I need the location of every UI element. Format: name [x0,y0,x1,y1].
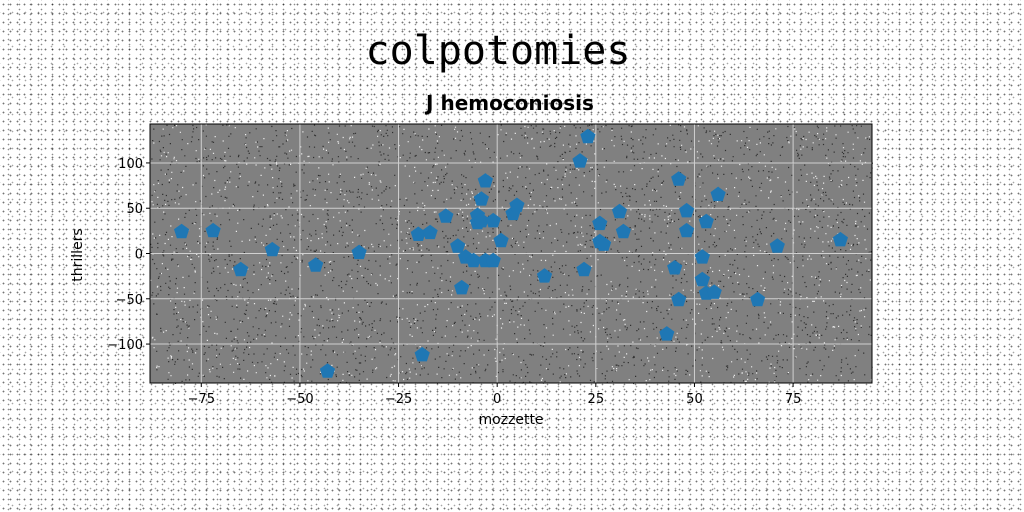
data-point [438,208,454,223]
data-point [750,291,766,307]
y-tick-label: 100 [118,157,143,172]
data-point [694,249,710,264]
data-point [351,244,367,260]
x-tick-label: 75 [785,392,802,407]
data-point [659,326,675,341]
data-point [454,279,470,295]
data-point [832,231,848,247]
data-point [485,212,501,228]
data-point [450,238,466,253]
x-tick-label: −50 [286,392,313,407]
data-point [465,252,482,268]
y-tick-label: −100 [107,338,143,353]
data-point [174,223,190,239]
y-tick-label: 50 [126,202,143,217]
data-point [611,203,628,219]
data-point [414,346,430,362]
data-point [710,186,726,202]
data-point [706,284,722,299]
data-point [615,223,632,239]
plot-area [149,123,874,385]
x-tick-label: 50 [686,392,703,407]
data-point [319,363,336,378]
x-tick-label: 0 [493,392,501,407]
data-point [769,238,785,253]
chart-suptitle: colpotomies [366,28,631,74]
data-point [485,252,501,268]
data-point [698,213,714,229]
y-axis: −100 −50 0 50 100 [107,157,150,353]
data-point [536,268,553,283]
data-point [477,173,493,188]
x-tick-label: −25 [385,392,412,407]
data-point [679,202,695,218]
data-point [509,197,525,212]
data-point [473,212,489,228]
data-point [473,191,489,206]
x-axis: −75 −50 −25 0 25 50 75 [188,383,802,407]
y-axis-label: thrillers [70,228,86,281]
x-tick-label: 25 [588,392,605,407]
data-point [596,236,612,251]
data-point [422,224,438,240]
data-point [493,232,509,248]
data-point [410,226,426,241]
data-point [233,261,249,277]
data-point [580,128,596,144]
data-point [667,260,683,275]
chart-title: J hemoconiosis [424,91,594,115]
data-point [308,257,324,272]
data-point [572,153,588,168]
y-tick-label: −50 [116,293,143,308]
data-point [592,215,608,231]
data-point [694,271,710,287]
data-point [264,241,280,257]
y-tick-label: 0 [135,248,143,263]
data-point [679,222,695,238]
x-axis-label: mozzette [478,412,543,428]
data-point [205,222,221,238]
x-tick-label: −75 [188,392,215,407]
data-point [671,291,687,307]
data-point [671,171,687,186]
data-point [576,261,592,277]
